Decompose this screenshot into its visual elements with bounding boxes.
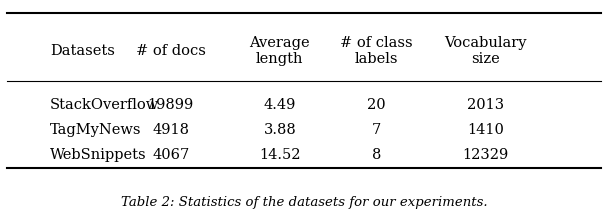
Text: 8: 8 <box>372 148 381 162</box>
Text: Table 2: Statistics of the datasets for our experiments.: Table 2: Statistics of the datasets for … <box>120 196 488 209</box>
Text: 4918: 4918 <box>153 123 189 137</box>
Text: 20: 20 <box>367 98 386 112</box>
Text: WebSnippets: WebSnippets <box>50 148 147 162</box>
Text: Vocabulary
size: Vocabulary size <box>444 36 527 66</box>
Text: 4067: 4067 <box>152 148 190 162</box>
Text: # of docs: # of docs <box>136 44 206 58</box>
Text: 19899: 19899 <box>148 98 194 112</box>
Text: 3.88: 3.88 <box>263 123 296 137</box>
Text: 4.49: 4.49 <box>264 98 296 112</box>
Text: 12329: 12329 <box>463 148 509 162</box>
Text: 2013: 2013 <box>467 98 504 112</box>
Text: 1410: 1410 <box>467 123 504 137</box>
Text: StackOverflow: StackOverflow <box>50 98 159 112</box>
Text: Datasets: Datasets <box>50 44 115 58</box>
Text: 7: 7 <box>372 123 381 137</box>
Text: TagMyNews: TagMyNews <box>50 123 141 137</box>
Text: # of class
labels: # of class labels <box>340 36 413 66</box>
Text: Average
length: Average length <box>249 36 310 66</box>
Text: 14.52: 14.52 <box>259 148 300 162</box>
